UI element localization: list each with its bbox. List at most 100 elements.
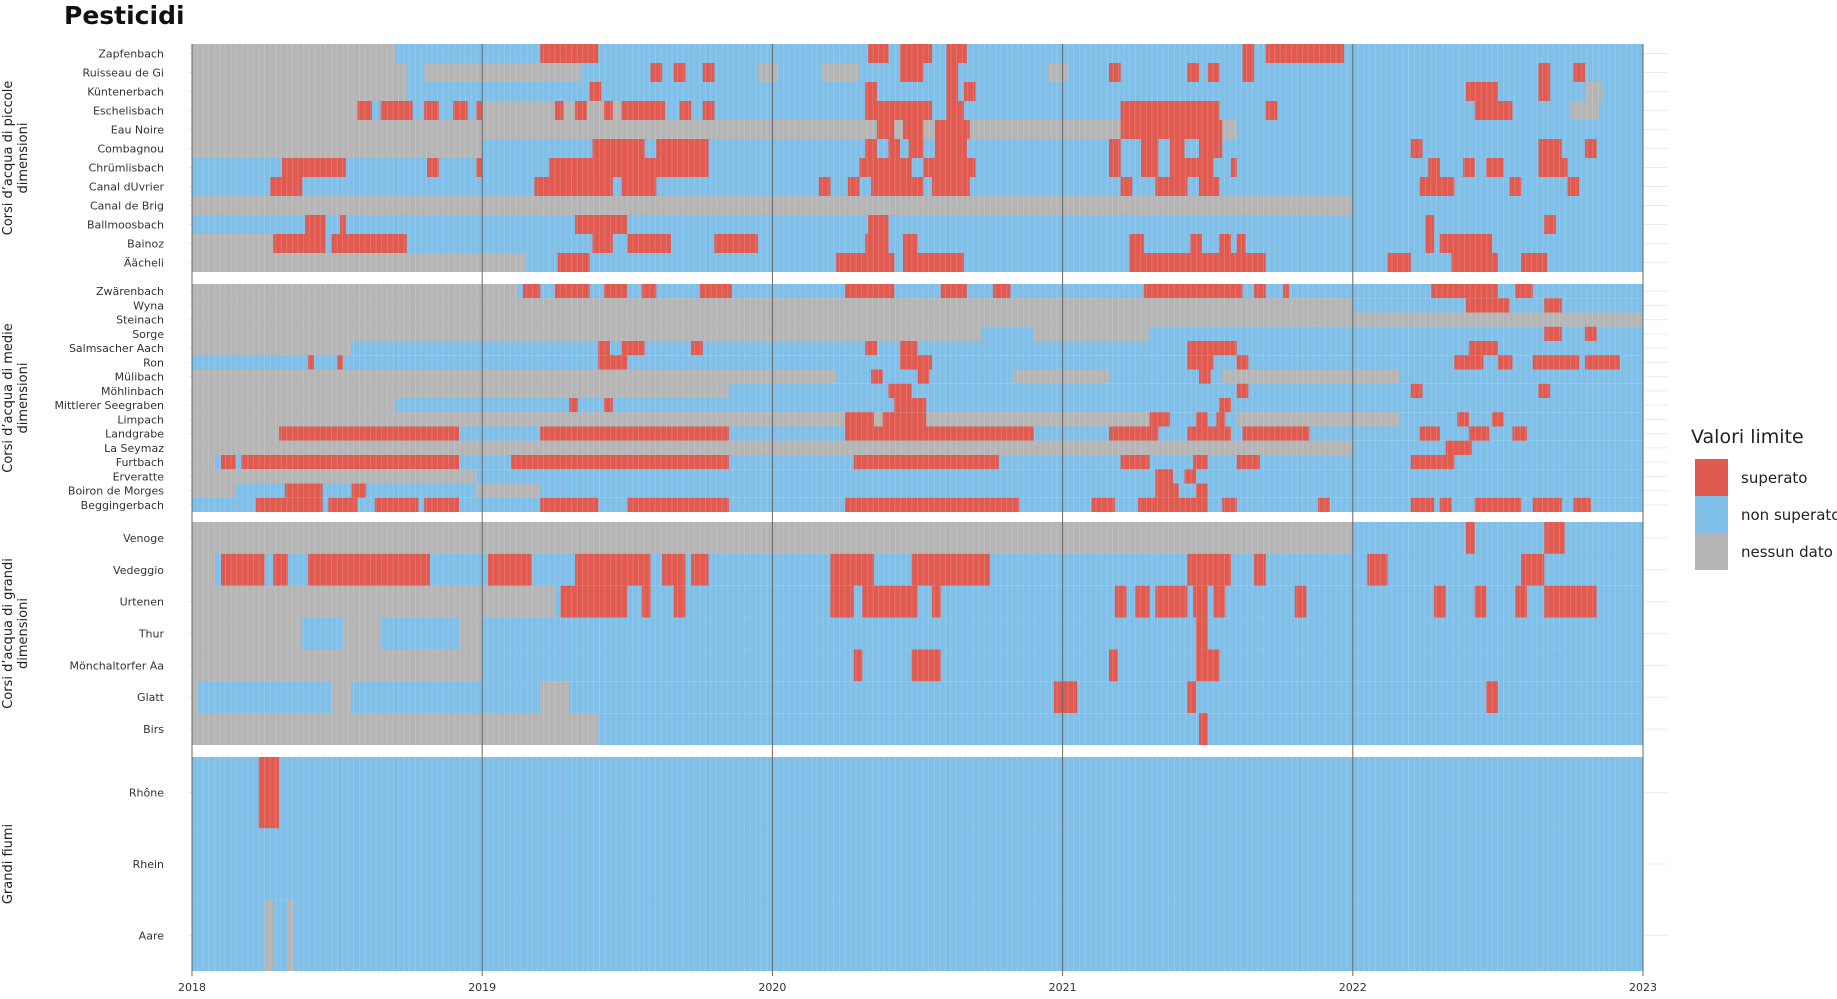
heatmap-cell <box>714 234 758 253</box>
river-label: Möhlinbach <box>101 385 164 398</box>
heatmap-cell <box>1439 497 1452 512</box>
heatmap-cell <box>554 284 590 299</box>
river-label: Birs <box>143 723 164 736</box>
heatmap-cell <box>627 234 671 253</box>
heatmap-cell <box>1198 177 1220 196</box>
heatmap-cell <box>1236 355 1249 370</box>
heatmap-cell <box>871 177 924 196</box>
heatmap-cell <box>1140 158 1159 177</box>
river-label: Mülibach <box>115 371 164 384</box>
heatmap-cell <box>1538 139 1562 158</box>
heatmap-cell <box>569 177 613 196</box>
heatmap-cell <box>1230 158 1237 177</box>
heatmap-cell <box>598 341 610 356</box>
heatmap-cell <box>540 497 599 512</box>
heatmap-cell <box>1294 585 1307 618</box>
heatmap-cell <box>192 355 280 370</box>
heatmap-cell <box>868 215 889 234</box>
heatmap-cell <box>818 177 831 196</box>
heatmap-cell <box>1169 139 1185 158</box>
heatmap-cell <box>192 455 216 470</box>
heatmap-cell <box>621 341 645 356</box>
heatmap-cell <box>1236 234 1246 253</box>
heatmap-cell <box>1434 585 1446 618</box>
heatmap-cell <box>270 177 303 196</box>
heatmap-cell <box>604 101 613 120</box>
heatmap-cell <box>1109 426 1159 441</box>
heatmap-cell <box>340 215 346 234</box>
heatmap-cell <box>1187 681 1197 714</box>
heatmap-cell <box>1129 234 1144 253</box>
heatmap-cell <box>1198 369 1211 384</box>
heatmap-cell <box>1584 326 1597 341</box>
heatmap-cell <box>1198 713 1208 745</box>
heatmap-cell <box>1468 341 1498 356</box>
heatmap-cell <box>351 483 367 498</box>
heatmap-cell <box>934 139 967 158</box>
heatmap-cell <box>876 120 895 139</box>
heatmap-cell <box>662 553 686 586</box>
heatmap-cell <box>1352 522 1643 554</box>
heatmap-cell <box>342 617 381 650</box>
heatmap-cell <box>1352 44 1643 63</box>
heatmap-cell <box>888 139 901 158</box>
heatmap-cell <box>598 355 628 370</box>
heatmap-cell <box>1190 234 1202 253</box>
legend-label-nessun-dato: nessun dato <box>1741 543 1833 561</box>
heatmap-cell <box>821 63 860 82</box>
heatmap-cell <box>1521 553 1545 586</box>
heatmap-cell <box>1053 681 1078 714</box>
heatmap-cell <box>902 253 964 272</box>
river-label: Canal dUvrier <box>89 181 165 194</box>
heatmap-row-base <box>192 469 1643 484</box>
river-label: Salmsacher Aach <box>69 342 164 355</box>
heatmap-cell <box>1143 284 1243 299</box>
x-tick-label: 2023 <box>1629 981 1657 994</box>
river-labels: Zapfenbach Ruisseau de Gi Küntenerbach Esch… <box>54 48 164 943</box>
legend-label-non-superato: non superato <box>1741 506 1837 524</box>
year-gridlines <box>191 44 1644 971</box>
heatmap-cell <box>621 177 657 196</box>
heatmap-cell <box>284 483 323 498</box>
heatmap-cell <box>1584 139 1597 158</box>
heatmap-cell <box>1236 455 1260 470</box>
heatmap-cell <box>691 341 703 356</box>
legend-swatch-non-superato <box>1695 496 1728 533</box>
river-label: Venoge <box>123 532 164 545</box>
heatmap-cell <box>900 341 918 356</box>
heatmap-cell <box>192 899 265 971</box>
facet-label: Grandi fiumi <box>1 824 16 904</box>
heatmap-cell <box>534 177 570 196</box>
heatmap-cell <box>894 398 927 413</box>
heatmap-cell <box>241 455 459 470</box>
heatmap-cell <box>192 617 303 650</box>
heatmap-cell <box>1425 234 1435 253</box>
legend-label-superato: superato <box>1741 469 1808 487</box>
heatmap-cell <box>1242 44 1255 63</box>
heatmap-cell <box>702 101 715 120</box>
heatmap-cell <box>281 158 346 177</box>
heatmap-cell <box>287 899 294 971</box>
heatmap-cell <box>604 284 628 299</box>
heatmap-cell <box>940 284 967 299</box>
heatmap-cell <box>1465 522 1475 554</box>
river-label: Ruisseau de Gi <box>83 67 164 80</box>
river-label: Eschelisbach <box>93 105 164 118</box>
heatmap-cell <box>192 369 837 384</box>
heatmap-cell <box>1544 326 1562 341</box>
heatmap-cell <box>946 101 964 120</box>
heatmap-cell <box>908 139 924 158</box>
heatmap-cell <box>1187 63 1199 82</box>
legend-swatch-superato <box>1695 459 1728 496</box>
heatmap-cell <box>1538 82 1551 101</box>
heatmap-cell <box>946 44 967 63</box>
heatmap-cell <box>1242 426 1310 441</box>
heatmap-cell <box>406 63 425 82</box>
heatmap-cell <box>1184 469 1197 484</box>
heatmap-cell <box>255 497 280 512</box>
heatmap-cell <box>882 412 927 427</box>
legend: Valori limite superato non superato nessun… <box>1691 426 1837 570</box>
heatmap-cell <box>604 398 613 413</box>
heatmap-cell <box>273 234 326 253</box>
heatmap-cell <box>192 177 271 196</box>
